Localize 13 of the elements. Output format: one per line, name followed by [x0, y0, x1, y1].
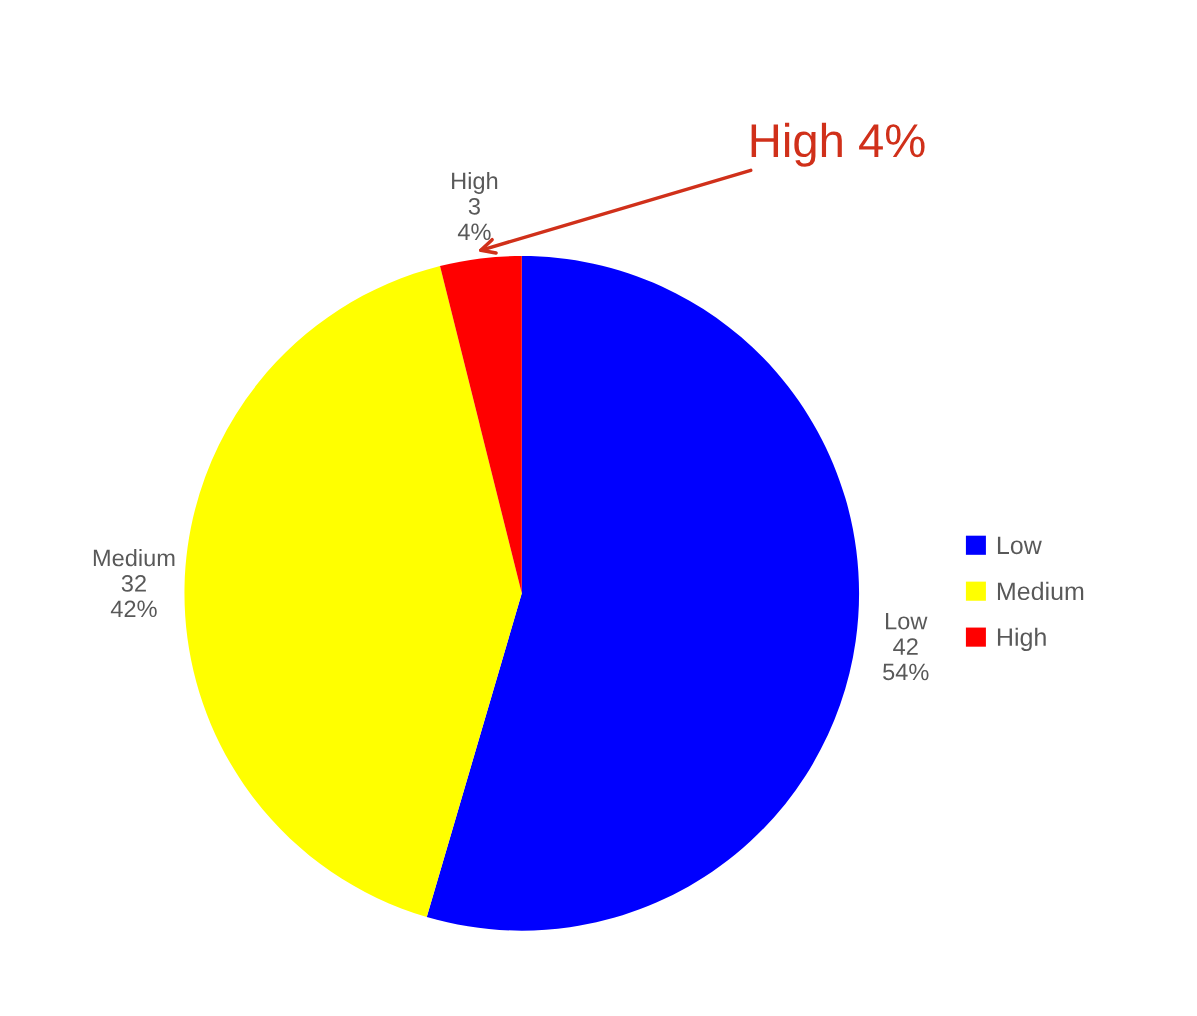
text: High 4%	[751, 122, 925, 167]
pie-slice	[184, 266, 522, 917]
legend-label: Low	[997, 536, 1042, 555]
data-label: 32 42%	[110, 575, 157, 618]
slice-label: High	[452, 171, 498, 194]
pie-slice	[426, 256, 860, 931]
data-label: 3 4%	[457, 197, 491, 241]
pie-slice	[440, 256, 522, 594]
slice-label: Low	[886, 612, 928, 630]
legend-label: High	[997, 627, 1046, 651]
legend-label: Medium	[997, 581, 1084, 601]
slice-label: Medium	[93, 548, 175, 567]
data-label: 42 54%	[883, 638, 929, 681]
